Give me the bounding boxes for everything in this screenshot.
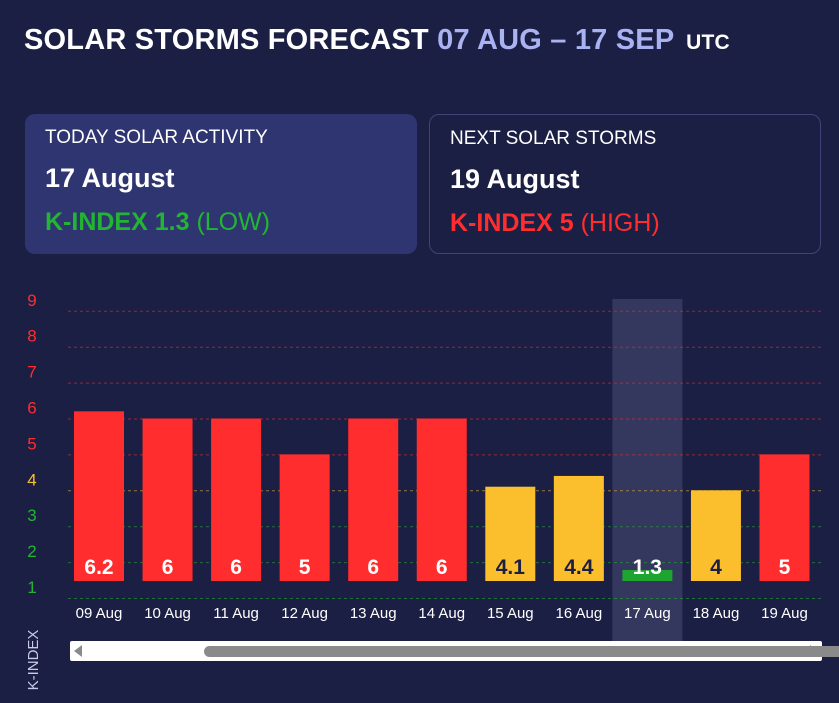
next-kindex-value: K-INDEX 5 (450, 209, 574, 237)
arrow-left-icon[interactable] (74, 645, 82, 657)
x-tick-label: 14 Aug (418, 605, 465, 622)
x-tick-label: 11 Aug (213, 605, 259, 622)
bar-value-label: 6 (367, 556, 379, 579)
next-card-date: 19 August (450, 164, 580, 194)
kindex-bar-chart: 1 2 3 4 5 6 7 8 9 K-INDEX 6.2 09 Aug 6 10 Aug 6 11 Aug 5… (25, 291, 822, 691)
bar (485, 486, 536, 581)
x-tick-label: 09 Aug (76, 605, 123, 622)
y-tick-label: 4 (27, 470, 36, 489)
next-kindex-level: (HIGH) (580, 209, 660, 237)
bar (416, 418, 467, 581)
bar (279, 454, 330, 581)
bar-value-label: 5 (779, 556, 791, 579)
bar-value-label: 5 (299, 556, 311, 579)
bar (622, 570, 673, 581)
x-tick-label: 17 Aug (624, 605, 671, 622)
bar-value-label: 4 (710, 556, 722, 579)
x-tick-label: 15 Aug (487, 605, 534, 622)
bar (759, 454, 810, 581)
bar-value-label: 4.1 (496, 556, 526, 579)
bar-value-label: 6 (436, 556, 448, 579)
bar-value-label: 6 (162, 556, 174, 579)
bar (74, 411, 124, 581)
date-range: 07 AUG – 17 SEP (437, 24, 674, 56)
y-tick-label: 1 (27, 578, 36, 597)
y-tick-label: 3 (27, 506, 36, 525)
y-tick-label: 8 (27, 327, 36, 346)
y-tick-label: 9 (27, 291, 36, 310)
today-kindex-level: (LOW) (196, 208, 271, 236)
bar (690, 490, 741, 581)
today-kindex-value: K-INDEX 1.3 (45, 208, 190, 236)
bar-value-label: 1.3 (633, 556, 662, 579)
today-kindex-line: K-INDEX 1.3 (LOW) (45, 208, 397, 237)
y-tick-label: 7 (27, 363, 36, 382)
bar (348, 418, 399, 581)
x-tick-label: 18 Aug (693, 605, 740, 622)
x-tick-label: 16 Aug (555, 605, 602, 622)
next-storms-card: NEXT SOLAR STORMS 19 August K-INDEX 5 (H… (429, 114, 821, 254)
highlight-band (612, 299, 683, 641)
bar-value-label: 4.4 (564, 556, 594, 579)
arrow-right-icon[interactable] (810, 645, 818, 657)
next-kindex-line: K-INDEX 5 (HIGH) (450, 209, 800, 238)
bar-value-label: 6.2 (84, 556, 113, 579)
next-card-label: NEXT SOLAR STORMS (450, 128, 657, 149)
page-title: SOLAR STORMS FORECAST 07 AUG – 17 SEP UT… (24, 24, 730, 57)
x-tick-label: 13 Aug (350, 605, 397, 622)
timezone-label: UTC (686, 31, 730, 54)
x-tick-label: 19 Aug (761, 605, 808, 622)
bar (553, 475, 604, 581)
bar (142, 418, 193, 581)
scrollbar-thumb[interactable] (204, 646, 839, 657)
y-tick-label: 6 (27, 399, 36, 418)
today-activity-card: TODAY SOLAR ACTIVITY 17 August K-INDEX 1… (25, 114, 417, 254)
today-card-label: TODAY SOLAR ACTIVITY (45, 127, 268, 148)
bar-value-label: 6 (230, 556, 242, 579)
y-tick-label: 5 (27, 434, 36, 453)
y-tick-label: 2 (27, 542, 36, 561)
today-card-date: 17 August (45, 163, 175, 193)
x-tick-label: 10 Aug (144, 605, 191, 622)
y-axis-label: K-INDEX (25, 630, 42, 691)
title-text: SOLAR STORMS FORECAST (24, 24, 429, 56)
x-tick-label: 12 Aug (281, 605, 328, 622)
chart-scrollbar[interactable] (70, 641, 839, 661)
bar (211, 418, 262, 581)
